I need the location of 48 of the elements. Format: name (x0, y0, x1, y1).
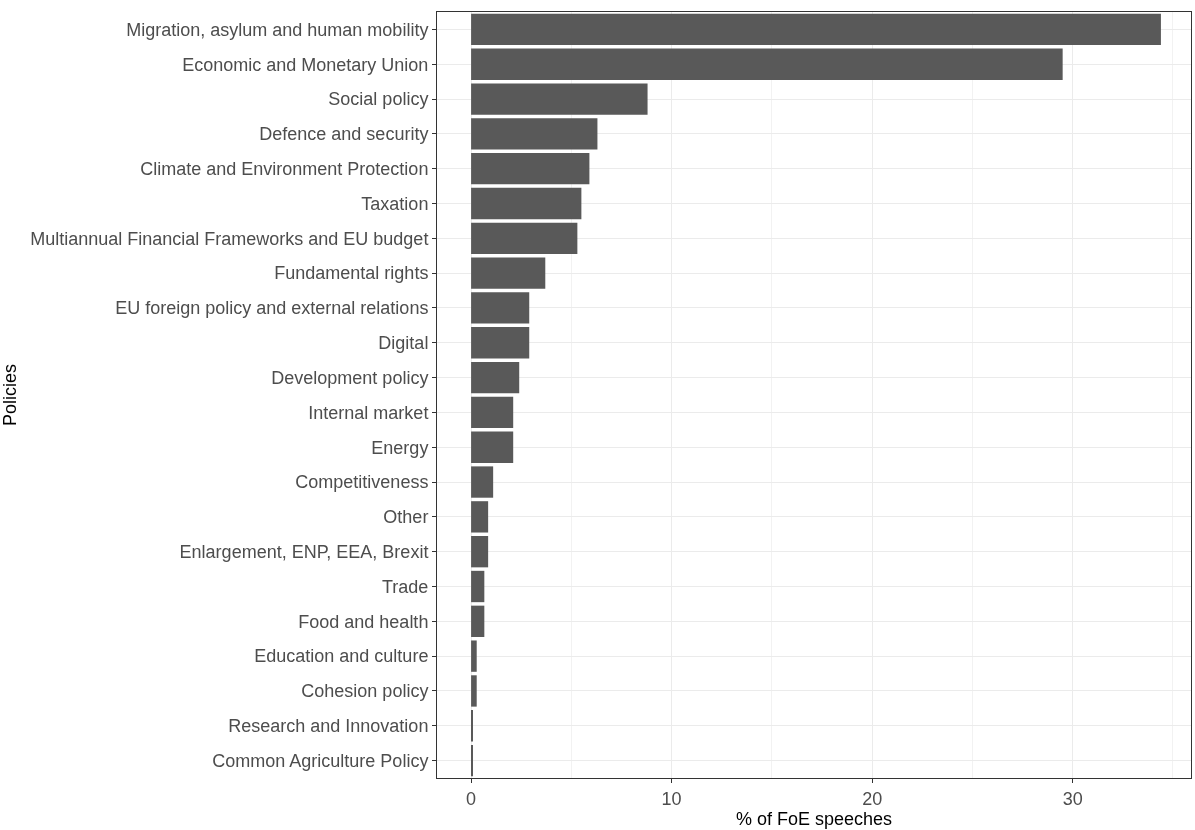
bar (471, 396, 514, 429)
x-tick-label: 10 (661, 788, 682, 809)
bar (471, 536, 489, 568)
bar (471, 83, 648, 115)
bar (471, 257, 546, 289)
y-axis-title: Policies (0, 363, 20, 427)
bar (471, 361, 520, 394)
y-tick-label: Economic and Monetary Union (182, 54, 429, 75)
bar (471, 570, 485, 603)
y-tick-label: Digital (378, 333, 429, 354)
y-tick-label: Competitiveness (295, 472, 429, 493)
y-tick-label: Food and health (298, 611, 429, 632)
y-tick-label: Education and culture (254, 646, 429, 667)
x-tick-label: 0 (466, 788, 477, 809)
bar (471, 48, 1063, 80)
y-tick-label: Cohesion policy (301, 681, 429, 702)
y-tick-label: Climate and Environment Protection (140, 158, 429, 179)
bar (471, 640, 477, 672)
y-tick-label: Multiannual Financial Frameworks and EU budget (30, 228, 429, 249)
bar (471, 501, 489, 533)
y-tick-label: Common Agriculture Policy (212, 750, 429, 771)
bar (471, 13, 1161, 46)
y-tick-label: Internal market (308, 402, 429, 423)
bar (471, 327, 530, 359)
y-tick-label: Migration, asylum and human mobility (126, 19, 429, 40)
bar (471, 118, 598, 150)
y-tick-label: Trade (382, 576, 429, 597)
x-tick-label: 20 (862, 788, 883, 809)
y-tick-label: Enlargement, ENP, EEA, Brexit (179, 541, 429, 562)
bar (471, 153, 590, 185)
bar (471, 466, 494, 498)
y-tick-label: Research and Innovation (228, 716, 429, 737)
y-tick-label: Defence and security (259, 124, 429, 145)
x-tick-label: 30 (1062, 788, 1083, 809)
y-tick-label: Development policy (271, 367, 429, 388)
bar (471, 292, 530, 324)
x-axis-title: % of FoE speeches (735, 808, 893, 829)
y-tick-label: Fundamental rights (274, 263, 429, 284)
bar (471, 675, 477, 707)
bar (471, 605, 485, 637)
y-tick-label: EU foreign policy and external relations (115, 298, 429, 319)
bar (471, 431, 514, 463)
bar (471, 222, 578, 254)
y-tick-label: Taxation (361, 193, 429, 214)
y-tick-label: Social policy (328, 89, 429, 110)
y-tick-label: Other (383, 507, 429, 528)
bar (471, 187, 582, 220)
y-tick-label: Energy (371, 437, 429, 458)
